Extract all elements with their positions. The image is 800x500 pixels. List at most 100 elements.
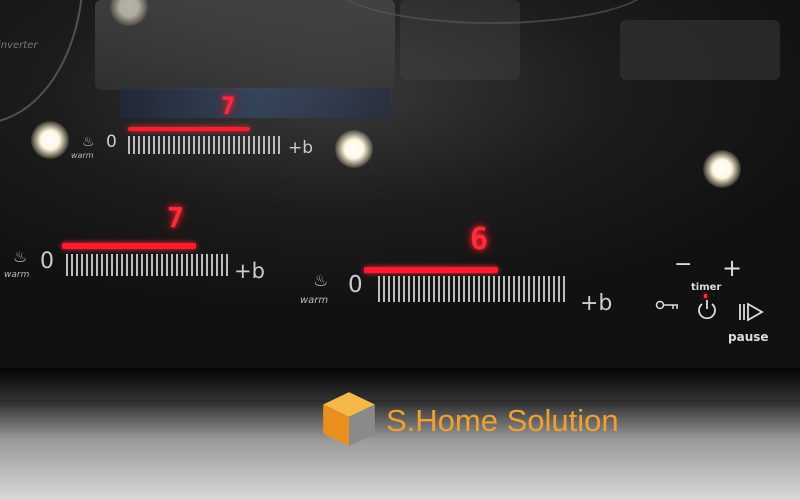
- slider-tick: [128, 136, 130, 154]
- slider-tick: [508, 276, 510, 302]
- slider-tick: [458, 276, 460, 302]
- boost-label: +b: [580, 291, 613, 316]
- slider-tick: [228, 136, 230, 154]
- slider-tick: [188, 136, 190, 154]
- slider-tick: [383, 276, 385, 302]
- slider-tick: [498, 276, 500, 302]
- blue-reflection: [120, 88, 390, 118]
- slider-tick: [126, 254, 128, 276]
- power-slider[interactable]: [66, 254, 228, 276]
- slider-tick: [543, 276, 545, 302]
- timer-minus-button[interactable]: −: [674, 252, 693, 277]
- power-slider[interactable]: [128, 136, 280, 154]
- slider-tick: [423, 276, 425, 302]
- slider-tick: [513, 276, 515, 302]
- slider-tick: [258, 136, 260, 154]
- slider-tick: [211, 254, 213, 276]
- slider-tick: [518, 276, 520, 302]
- slider-tick: [206, 254, 208, 276]
- slider-tick: [243, 136, 245, 154]
- slider-tick: [216, 254, 218, 276]
- power-slider[interactable]: [378, 276, 565, 302]
- warm-label: warm: [71, 151, 94, 160]
- zero-label: 0: [40, 249, 54, 274]
- timer-label: timer: [691, 282, 722, 293]
- slider-tick: [163, 136, 165, 154]
- slider-tick: [176, 254, 178, 276]
- slider-tick: [86, 254, 88, 276]
- slider-tick: [96, 254, 98, 276]
- slider-tick: [168, 136, 170, 154]
- slider-tick: [196, 254, 198, 276]
- slider-tick: [263, 136, 265, 154]
- power-icon[interactable]: [695, 298, 719, 322]
- pause-label: pause: [728, 330, 769, 344]
- level-indicator-bar: [364, 267, 498, 273]
- slider-tick: [203, 136, 205, 154]
- slider-tick: [453, 276, 455, 302]
- slider-tick: [66, 254, 68, 276]
- slider-tick: [198, 136, 200, 154]
- slider-tick: [428, 276, 430, 302]
- slider-tick: [101, 254, 103, 276]
- slider-tick: [213, 136, 215, 154]
- slider-tick: [523, 276, 525, 302]
- key-lock-icon[interactable]: [655, 299, 679, 311]
- slider-tick: [478, 276, 480, 302]
- slider-tick: [378, 276, 380, 302]
- slider-tick: [138, 136, 140, 154]
- ceiling-light-reflection: [335, 130, 373, 168]
- slider-tick: [223, 136, 225, 154]
- slider-tick: [463, 276, 465, 302]
- power-level-display: 6: [470, 222, 489, 257]
- slider-tick: [248, 136, 250, 154]
- slider-tick: [121, 254, 123, 276]
- slider-tick: [226, 254, 228, 276]
- slider-tick: [181, 254, 183, 276]
- slider-tick: [76, 254, 78, 276]
- warm-heat-icon: ♨: [313, 271, 329, 291]
- pause-play-icon[interactable]: [737, 302, 765, 322]
- slider-tick: [553, 276, 555, 302]
- slider-tick: [278, 136, 280, 154]
- slider-tick: [193, 136, 195, 154]
- warm-label: warm: [4, 270, 30, 280]
- slider-tick: [268, 136, 270, 154]
- slider-tick: [493, 276, 495, 302]
- ceiling-light-reflection: [703, 150, 741, 188]
- zero-label: 0: [348, 272, 363, 298]
- slider-tick: [393, 276, 395, 302]
- slider-tick: [558, 276, 560, 302]
- power-level-display: 7: [221, 92, 236, 120]
- slider-tick: [151, 254, 153, 276]
- power-level-display: 7: [167, 201, 184, 234]
- slider-tick: [116, 254, 118, 276]
- slider-tick: [161, 254, 163, 276]
- slider-tick: [91, 254, 93, 276]
- warm-label: warm: [300, 295, 329, 306]
- slider-tick: [533, 276, 535, 302]
- level-indicator-bar: [128, 127, 250, 131]
- slider-tick: [148, 136, 150, 154]
- slider-tick: [183, 136, 185, 154]
- slider-tick: [253, 136, 255, 154]
- slider-tick: [488, 276, 490, 302]
- slider-tick: [81, 254, 83, 276]
- timer-plus-button[interactable]: +: [722, 254, 743, 282]
- slider-tick: [186, 254, 188, 276]
- slider-tick: [221, 254, 223, 276]
- slider-tick: [483, 276, 485, 302]
- slider-tick: [468, 276, 470, 302]
- slider-tick: [153, 136, 155, 154]
- slider-tick: [233, 136, 235, 154]
- window-reflection: [620, 20, 780, 80]
- boost-label: +b: [234, 259, 265, 283]
- slider-tick: [538, 276, 540, 302]
- boost-label: +b: [288, 138, 314, 158]
- slider-tick: [156, 254, 158, 276]
- slider-tick: [171, 254, 173, 276]
- slider-tick: [503, 276, 505, 302]
- slider-tick: [413, 276, 415, 302]
- cooking-zone-outline: [0, 0, 84, 124]
